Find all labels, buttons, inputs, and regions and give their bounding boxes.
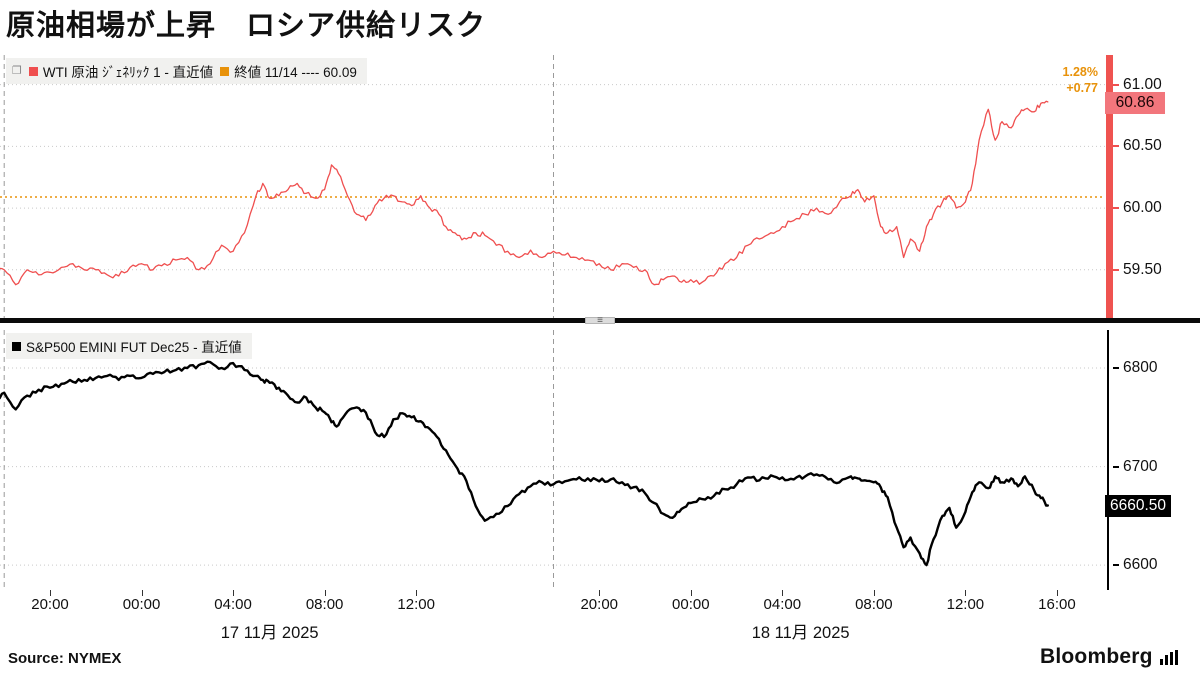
panel-icon: ❐ xyxy=(12,64,22,77)
x-axis-tick-mark xyxy=(50,590,51,596)
source-value: NYMEX xyxy=(68,650,122,667)
spx-price-chart[interactable] xyxy=(0,330,1105,590)
bloomberg-wordmark: Bloomberg xyxy=(1040,645,1153,668)
wti-change-absolute: +0.77 xyxy=(1066,81,1098,96)
wti-legend-close[interactable]: 終値 11/14 ---- 60.09 xyxy=(220,61,357,81)
x-axis-tick-label: 00:00 xyxy=(122,596,161,613)
spx-axis-spine xyxy=(1107,330,1109,590)
wti-price-chart[interactable] xyxy=(0,55,1105,318)
page-title: 原油相場が上昇 ロシア供給リスク xyxy=(6,10,487,42)
wti-change-annotation: 1.28% +0.77 xyxy=(998,64,1098,97)
y-axis-tick-mark xyxy=(1113,145,1119,148)
x-axis-date-label: 18 11月 2025 xyxy=(751,624,850,642)
y-axis-tick-mark xyxy=(1113,268,1119,271)
spx-last-price-badge: 6660.50 xyxy=(1105,495,1172,518)
y-axis-tick-label: 60.00 xyxy=(1123,199,1162,217)
spx-legend-series[interactable]: S&P500 EMINI FUT Dec25 - 直近値 xyxy=(12,336,242,356)
x-axis-tick-label: 12:00 xyxy=(397,596,435,613)
x-axis-tick-label: 08:00 xyxy=(305,596,344,613)
y-axis-tick-mark xyxy=(1113,465,1119,468)
y-axis-tick-label: 6800 xyxy=(1123,359,1158,377)
x-axis-tick-label: 12:00 xyxy=(946,596,985,613)
x-axis-tick-label: 04:00 xyxy=(214,596,252,613)
wti-legend-series[interactable]: WTI 原油 ｼﾞｪﾈﾘｯｸ 1 - 直近値 xyxy=(28,61,214,81)
wti-series-label: WTI 原油 ｼﾞｪﾈﾘｯｸ 1 - 直近値 xyxy=(42,65,214,80)
close-line-swatch-icon xyxy=(220,66,230,76)
y-axis-tick-mark xyxy=(1113,83,1119,86)
y-axis-tick-label: 60.50 xyxy=(1123,137,1162,155)
x-axis-tick-label: 20:00 xyxy=(31,596,69,613)
x-axis-tick-mark xyxy=(965,590,967,596)
spx-series-label: S&P500 EMINI FUT Dec25 - 直近値 xyxy=(26,340,242,355)
x-axis-tick-mark xyxy=(873,590,875,596)
x-axis-tick-label: 00:00 xyxy=(672,596,710,613)
source-label: Source: xyxy=(8,650,64,667)
x-axis-tick-label: 20:00 xyxy=(580,596,619,613)
close-line-label: 終値 11/14 ---- 60.09 xyxy=(234,65,357,80)
spx-legend[interactable]: S&P500 EMINI FUT Dec25 - 直近値 xyxy=(6,333,252,359)
x-axis-tick-label: 08:00 xyxy=(855,596,893,613)
source-note: Source: NYMEX xyxy=(8,650,121,667)
x-axis-tick-mark xyxy=(690,590,692,596)
x-axis-tick-mark xyxy=(599,590,601,596)
x-axis-tick-label: 04:00 xyxy=(763,596,802,613)
y-axis-tick-mark xyxy=(1113,207,1119,210)
spx-series-swatch-icon xyxy=(12,341,21,351)
panel-divider-handle[interactable]: ≡ xyxy=(585,316,615,326)
x-axis-tick-mark xyxy=(141,590,143,596)
x-axis-tick-mark xyxy=(233,590,235,596)
wti-last-price-badge: 60.86 xyxy=(1105,91,1165,114)
y-axis-tick-label: 6600 xyxy=(1123,556,1158,574)
wti-axis-strip xyxy=(1106,55,1113,318)
y-axis-tick-label: 6700 xyxy=(1123,457,1158,475)
wti-change-percent: 1.28% xyxy=(1062,65,1098,79)
y-axis-tick-mark xyxy=(1113,367,1119,370)
y-axis-tick-label: 59.50 xyxy=(1123,260,1162,278)
x-axis-tick-label: 16:00 xyxy=(1038,596,1076,613)
bloomberg-logo: Bloomberg xyxy=(1040,645,1178,669)
bloomberg-chart-icon xyxy=(1159,649,1178,665)
x-axis-tick-mark xyxy=(324,590,326,596)
x-axis-tick-mark xyxy=(1056,590,1058,596)
x-axis-date-label: 17 11月 2025 xyxy=(220,624,319,642)
y-axis-tick-mark xyxy=(1113,564,1119,567)
wti-series-swatch-icon xyxy=(28,66,38,76)
x-axis-tick-mark xyxy=(782,590,784,596)
wti-legend[interactable]: ❐ WTI 原油 ｼﾞｪﾈﾘｯｸ 1 - 直近値 終値 11/14 ---- 6… xyxy=(6,58,367,84)
x-axis-tick-mark xyxy=(416,590,418,596)
